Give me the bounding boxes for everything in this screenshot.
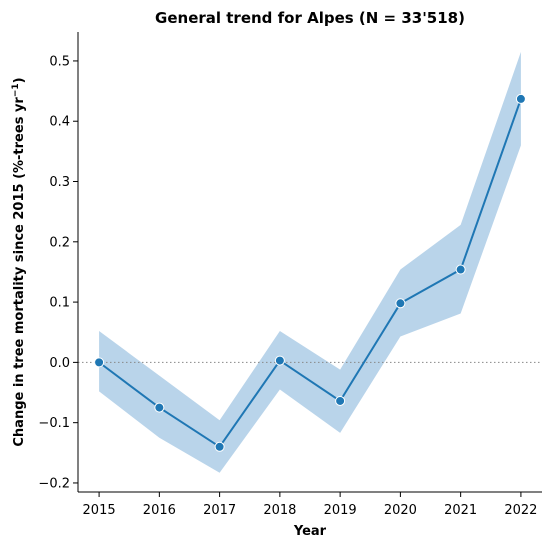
- x-tick-label: 2016: [143, 503, 176, 518]
- data-point-2016: [154, 402, 165, 413]
- y-tick-label: 0.1: [49, 296, 70, 311]
- y-tick-label: 0.0: [49, 356, 70, 371]
- y-tick-label: 0.4: [49, 115, 70, 130]
- y-tick-label: 0.5: [49, 54, 70, 69]
- data-point-2020: [395, 298, 406, 309]
- y-axis-label: Change in tree mortality since 2015 (%-t…: [11, 77, 27, 446]
- y-tick-label: −0.2: [38, 476, 70, 491]
- data-point-2022: [515, 93, 526, 104]
- x-tick-label: 2021: [444, 503, 477, 518]
- series-line-layer: [98, 98, 522, 449]
- confidence-band: [99, 51, 521, 473]
- y-axis-label-main: Change in tree mortality since 2015 (%-t…: [12, 97, 27, 447]
- x-tick-label: 2015: [83, 503, 116, 518]
- y-axis-label-superscript: −1: [11, 83, 21, 97]
- series-line: [98, 98, 522, 449]
- x-tick-label: 2017: [203, 503, 236, 518]
- y-tick-label: 0.3: [49, 175, 70, 190]
- data-point-layer: [94, 93, 526, 452]
- y-axis-label-close: ): [12, 77, 27, 83]
- confidence-band-layer: [99, 51, 521, 473]
- x-tick-label: 2022: [504, 503, 537, 518]
- y-tick-label: 0.2: [49, 235, 70, 250]
- data-point-2015: [94, 357, 105, 368]
- chart-title: General trend for Alpes (N = 33'518): [155, 9, 465, 27]
- y-tick-layer: −0.2 −0.1 0.0 0.1 0.2 0.3 0.4 0.5: [38, 54, 78, 491]
- data-point-2018: [274, 355, 285, 366]
- data-point-2021: [455, 264, 466, 275]
- x-tick-label: 2020: [384, 503, 417, 518]
- x-tick-layer: 2015 2016 2017 2018 2019 2020 2021 2022: [83, 492, 537, 518]
- x-axis-label: Year: [293, 524, 327, 539]
- x-tick-label: 2018: [263, 503, 296, 518]
- data-point-2019: [335, 395, 346, 406]
- x-tick-label: 2019: [324, 503, 357, 518]
- data-point-2017: [214, 441, 225, 452]
- y-tick-label: −0.1: [38, 416, 70, 431]
